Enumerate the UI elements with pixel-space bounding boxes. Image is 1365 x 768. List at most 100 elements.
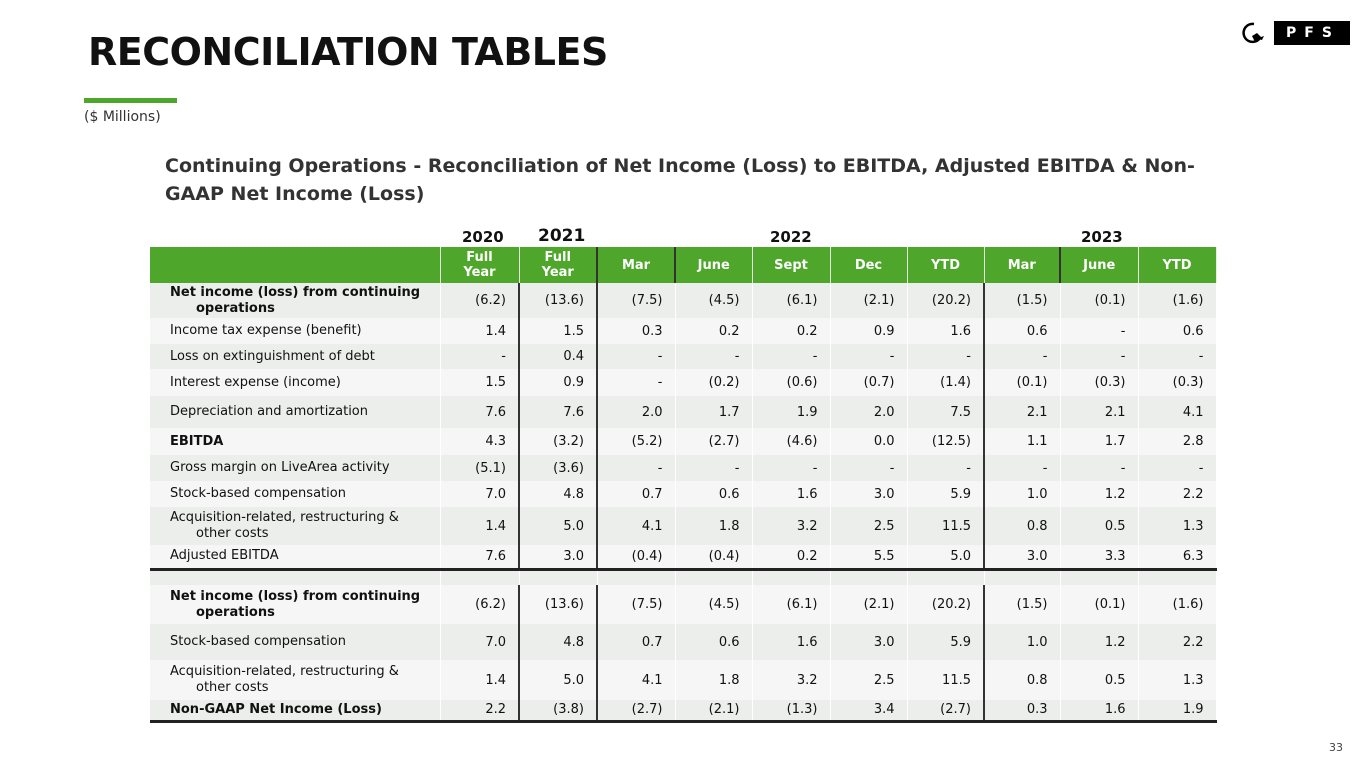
value-cell: 2.0 (830, 396, 908, 428)
row-label: Acquisition-related, restructuring & othe… (150, 507, 441, 545)
value-cell: 2.2 (1138, 481, 1217, 507)
table-row: EBITDA 4.3 (3.2) (5.2) (2.7) (4.6) 0.0 (12.5) 1.… (150, 428, 1217, 455)
value-cell: (0.4) (675, 545, 753, 571)
value-cell: 0.3 (597, 318, 676, 344)
row-label-text: Adjusted EBITDA (170, 548, 279, 564)
value-cell: 0.2 (752, 545, 831, 571)
value-cell: - (440, 344, 520, 369)
value-cell: (2.7) (597, 700, 676, 723)
spacer-cell (830, 569, 908, 585)
value-cell: (0.2) (675, 369, 753, 396)
year-2022: 2022 (770, 228, 812, 246)
value-cell: 5.9 (907, 624, 985, 660)
column-header: Dec (830, 247, 908, 283)
value-cell: - (597, 344, 676, 369)
column-header: Sept (752, 247, 831, 283)
value-cell: 2.5 (830, 507, 908, 545)
value-cell: 1.6 (752, 481, 831, 507)
value-cell: 5.0 (519, 660, 598, 700)
value-cell: 1.7 (1060, 428, 1139, 455)
value-cell: 2.2 (1138, 624, 1217, 660)
table-row: Acquisition-related, restructuring & othe… (150, 660, 1217, 700)
value-cell: 4.1 (1138, 396, 1217, 428)
value-cell: (20.2) (907, 585, 985, 624)
value-cell: 0.6 (1138, 318, 1217, 344)
units-label: ($ Millions) (84, 109, 161, 125)
value-cell: 1.3 (1138, 660, 1217, 700)
value-cell: 1.9 (1138, 700, 1217, 723)
value-cell: (13.6) (519, 585, 598, 624)
value-cell: (0.1) (1060, 283, 1139, 318)
value-cell: - (907, 455, 985, 481)
value-cell: 2.5 (830, 660, 908, 700)
row-label: Depreciation and amortization (150, 396, 441, 428)
value-cell: (1.6) (1138, 585, 1217, 624)
value-cell: (0.1) (984, 369, 1061, 396)
value-cell: 0.2 (752, 318, 831, 344)
value-cell: (12.5) (907, 428, 985, 455)
spacer-cell (675, 569, 753, 585)
table-row: Acquisition-related, restructuring & othe… (150, 507, 1217, 545)
value-cell: 1.2 (1060, 624, 1139, 660)
table-row: Stock-based compensation 7.0 4.8 0.7 0.6 1.6 3… (150, 624, 1217, 660)
value-cell: 4.3 (440, 428, 520, 455)
column-header: YTD (907, 247, 985, 283)
value-cell: 4.8 (519, 481, 598, 507)
value-cell: 3.2 (752, 660, 831, 700)
reconciliation-table: Full Year Full Year Mar June Sept Dec YTD Mar Ju… (150, 247, 1217, 723)
value-cell: 2.1 (1060, 396, 1139, 428)
table-row: Non-GAAP Net Income (Loss) 2.2 (3.8) (2.7)(… (150, 700, 1217, 723)
value-cell: - (752, 344, 831, 369)
value-cell: - (830, 455, 908, 481)
spacer-cell (907, 569, 985, 585)
value-cell: 2.0 (597, 396, 676, 428)
value-cell: 4.1 (597, 660, 676, 700)
value-cell: 11.5 (907, 660, 985, 700)
value-cell: (3.6) (519, 455, 598, 481)
row-label: Net income (loss) from continuing operati… (150, 585, 441, 624)
value-cell: - (907, 344, 985, 369)
row-label-text: Gross margin on LiveArea activity (170, 460, 390, 475)
spacer-cell (597, 569, 676, 585)
value-cell: 2.2 (440, 700, 520, 723)
pfs-logo: PFS (1240, 20, 1350, 46)
value-cell: (6.2) (440, 283, 520, 318)
value-cell: (4.6) (752, 428, 831, 455)
row-label-text: Net income (loss) from continuing (170, 284, 421, 300)
value-cell: 1.3 (1138, 507, 1217, 545)
value-cell: 3.0 (830, 624, 908, 660)
table-row: Income tax expense (benefit) 1.4 1.5 0.3 0.2… (150, 318, 1217, 344)
value-cell: (1.6) (1138, 283, 1217, 318)
spacer-cell (1060, 569, 1139, 585)
row-label: Interest expense (income) (150, 369, 441, 396)
row-label-text: Stock-based compensation (170, 634, 346, 649)
row-label-text-cont: operations (196, 300, 275, 316)
value-cell: (0.3) (1138, 369, 1217, 396)
value-cell: 0.2 (675, 318, 753, 344)
spacer-cell (1138, 569, 1217, 585)
value-cell: 5.5 (830, 545, 908, 571)
column-header: Full Year (519, 247, 598, 283)
value-cell: - (984, 455, 1061, 481)
gecko-icon (1242, 22, 1264, 44)
value-cell: (6.1) (752, 585, 831, 624)
page-title: RECONCILIATION TABLES (88, 30, 608, 74)
value-cell: 1.2 (1060, 481, 1139, 507)
value-cell: 1.0 (984, 481, 1061, 507)
value-cell: 1.6 (907, 318, 985, 344)
value-cell: 0.5 (1060, 660, 1139, 700)
row-label-text: Stock-based compensation (170, 486, 346, 501)
value-cell: - (984, 344, 1061, 369)
value-cell: (5.1) (440, 455, 520, 481)
value-cell: (1.5) (984, 283, 1061, 318)
year-2020: 2020 (462, 228, 504, 246)
value-cell: (2.1) (830, 283, 908, 318)
value-cell: 4.8 (519, 624, 598, 660)
value-cell: 1.5 (440, 369, 520, 396)
value-cell: 7.0 (440, 624, 520, 660)
page-number: 33 (1329, 741, 1343, 754)
value-cell: 5.9 (907, 481, 985, 507)
spacer-cell (440, 569, 520, 585)
value-cell: 1.8 (675, 507, 753, 545)
value-cell: - (1138, 344, 1217, 369)
